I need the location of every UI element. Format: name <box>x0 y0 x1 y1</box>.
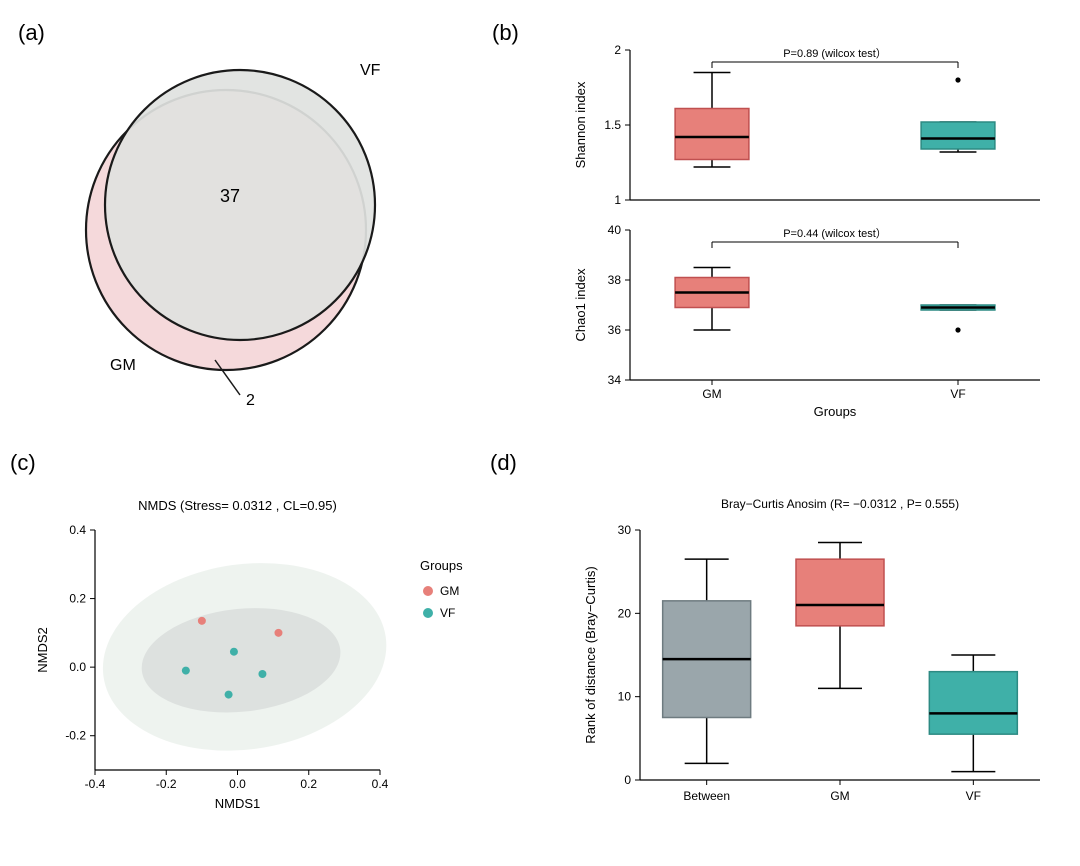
svg-text:P=0.89 (wilcox test）: P=0.89 (wilcox test） <box>783 47 887 60</box>
nmds-scatter: NMDS (Stress= 0.0312 , CL=0.95) -0.4 -0.2 0… <box>20 470 540 850</box>
svg-text:1: 1 <box>614 193 621 207</box>
anosim-boxplot: Bray−Curtis Anosim (R= −0.0312 , P= 0.55… <box>570 470 1070 850</box>
svg-text:38: 38 <box>608 273 622 287</box>
svg-text:0.0: 0.0 <box>69 660 86 674</box>
svg-text:1.5: 1.5 <box>604 118 621 132</box>
svg-text:-0.4: -0.4 <box>85 777 106 791</box>
svg-text:GM: GM <box>440 584 459 598</box>
svg-text:-0.2: -0.2 <box>156 777 177 791</box>
svg-text:GM: GM <box>110 357 136 374</box>
svg-text:P=0.44 (wilcox test）: P=0.44 (wilcox test） <box>783 227 887 240</box>
svg-text:20: 20 <box>618 606 632 620</box>
svg-text:Groups: Groups <box>420 558 463 573</box>
svg-text:0: 0 <box>624 773 631 787</box>
svg-text:NMDS2: NMDS2 <box>35 627 50 673</box>
svg-text:2: 2 <box>614 43 621 57</box>
svg-text:Chao1 index: Chao1 index <box>573 268 588 341</box>
svg-text:0.2: 0.2 <box>300 777 317 791</box>
svg-text:30: 30 <box>618 523 632 537</box>
venn-diagram: VF GM 37 2 <box>40 30 470 410</box>
svg-text:VF: VF <box>440 606 455 620</box>
svg-text:37: 37 <box>220 186 240 206</box>
svg-text:Rank of distance (Bray−Curtis): Rank of distance (Bray−Curtis) <box>583 566 598 743</box>
panel-b-label: (b) <box>492 20 519 46</box>
svg-text:2: 2 <box>246 392 255 409</box>
svg-text:0.4: 0.4 <box>69 523 86 537</box>
svg-text:VF: VF <box>360 62 381 79</box>
svg-text:10: 10 <box>618 690 632 704</box>
svg-text:VF: VF <box>950 387 965 401</box>
svg-text:GM: GM <box>830 789 849 803</box>
diversity-boxplots: 1 1.5 2 Shannon index P=0.89 (wilcox test） 34… <box>560 20 1080 430</box>
svg-text:Groups: Groups <box>814 404 857 419</box>
svg-text:36: 36 <box>608 323 622 337</box>
svg-text:40: 40 <box>608 223 622 237</box>
svg-text:34: 34 <box>608 373 622 387</box>
svg-text:Between: Between <box>683 789 730 803</box>
svg-text:0.2: 0.2 <box>69 592 86 606</box>
svg-text:Shannon index: Shannon index <box>573 81 588 168</box>
svg-text:Bray−Curtis Anosim (R= −0.0: Bray−Curtis Anosim (R= −0.0312 , P= 0.55… <box>721 497 959 511</box>
svg-text:NMDS1: NMDS1 <box>215 796 261 811</box>
svg-text:0.4: 0.4 <box>372 777 389 791</box>
svg-text:-0.2: -0.2 <box>65 729 86 743</box>
svg-text:NMDS (Stress= 0.0312 , CL=0.95: NMDS (Stress= 0.0312 , CL=0.95) <box>138 498 337 513</box>
svg-text:GM: GM <box>702 387 721 401</box>
svg-text:VF: VF <box>966 789 981 803</box>
svg-text:0.0: 0.0 <box>229 777 246 791</box>
